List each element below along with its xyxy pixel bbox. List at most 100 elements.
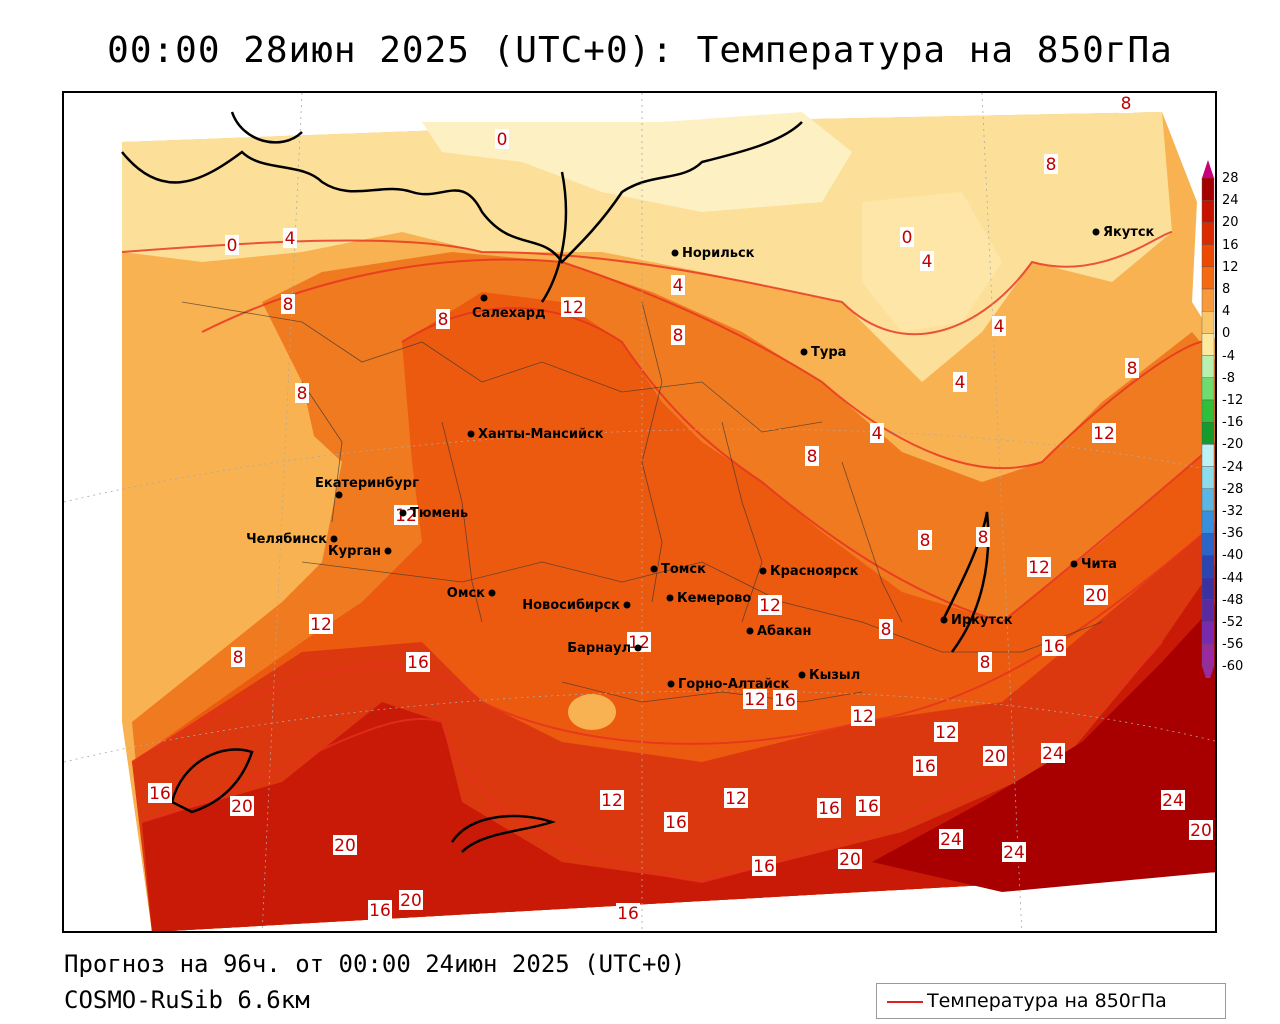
isoline-label-box	[295, 383, 309, 403]
city-dot	[623, 601, 631, 609]
city-label: Томск	[661, 562, 706, 577]
colorbar-cell	[1201, 244, 1215, 267]
city-marker: Тура	[800, 345, 846, 360]
city-dot	[1092, 228, 1100, 236]
city-marker: Барнаул	[567, 641, 642, 656]
isoline-label: 8	[436, 309, 450, 330]
region-borders	[181, 301, 1103, 703]
isoline-label: 16	[1042, 636, 1066, 657]
isoline-label: 20	[333, 835, 357, 856]
isoline-label: 20	[1084, 585, 1108, 606]
isoline-label-box	[976, 527, 990, 547]
isoline-label-box	[309, 614, 333, 634]
colorbar-cell	[1201, 444, 1215, 467]
isoline-label: 8	[879, 619, 893, 640]
isoline-label-box	[406, 652, 430, 672]
city-marker: Кызыл	[798, 668, 860, 683]
city-label: Красноярск	[770, 564, 859, 579]
colorbar-tick-label: -48	[1222, 592, 1244, 608]
isoline-label-box	[1119, 93, 1133, 113]
isoline-label-text: 24	[1162, 791, 1184, 811]
city-marker: Чита	[1070, 557, 1117, 572]
isoline-label-text: 8	[980, 653, 991, 673]
isoline-label: 12	[758, 595, 782, 616]
isoline-label: 16	[616, 903, 640, 924]
city-dot	[399, 509, 407, 517]
isoline-label-box	[805, 446, 819, 466]
isoline-label: 16	[148, 783, 172, 804]
isoline-label-text: 20	[400, 891, 422, 911]
colorbar-cell	[1201, 310, 1215, 334]
city-marker: Кемерово	[666, 591, 751, 606]
isoline-label-text: 4	[922, 252, 933, 272]
isoline-label-box	[992, 316, 1006, 336]
colorbar-tick-label: -4	[1222, 348, 1235, 364]
isoline-label: 8	[231, 647, 245, 668]
isoline-label: 12	[1092, 423, 1116, 444]
city-label: Челябинск	[246, 532, 327, 547]
isoline-label-text: 8	[297, 384, 308, 404]
isoline-label: 8	[1119, 93, 1133, 114]
city-dot	[467, 430, 475, 438]
colorbar-cell	[1201, 555, 1215, 578]
isoline-label: 20	[399, 890, 423, 911]
coastlines	[121, 111, 990, 853]
colorbar-tick-label: 24	[1222, 193, 1239, 209]
isoline-label-box	[773, 690, 797, 710]
isoline-label-box	[616, 903, 640, 923]
isoline-label: 12	[561, 297, 585, 318]
isoline-label: 20	[230, 796, 254, 817]
isoline-label-box	[281, 294, 295, 314]
isoline-label-text: 12	[725, 789, 747, 809]
zone-0	[422, 112, 852, 212]
isoline-label: 16	[752, 856, 776, 877]
isoline-label-text: 12	[744, 690, 766, 710]
isoline-label-box	[900, 227, 914, 247]
isoline-label-box	[230, 796, 254, 816]
isoline-label-box	[283, 228, 297, 248]
isoline-label-text: 12	[628, 633, 650, 653]
colorbar-cell	[1201, 355, 1215, 379]
isoline-label: 8	[1044, 154, 1058, 175]
isoline-label-box	[225, 235, 239, 255]
isoline-label: 0	[225, 235, 239, 256]
isoline-label-box	[1042, 636, 1066, 656]
isoline-label: 8	[1125, 358, 1139, 379]
isoline-label-box	[148, 783, 172, 803]
city-label: Абакан	[757, 624, 812, 639]
isoline-label-box	[817, 798, 841, 818]
isoline-label-text: 8	[881, 620, 892, 640]
isoline-label-box	[394, 505, 418, 525]
isoline-label-text: 16	[818, 799, 840, 819]
city-marker: Новосибирск	[522, 598, 631, 613]
city-dot	[667, 680, 675, 688]
isoline-label: 24	[1002, 842, 1026, 863]
city-label: Якутск	[1103, 225, 1155, 240]
graticule	[64, 93, 1215, 931]
city-dot	[671, 249, 679, 257]
city-dot	[746, 627, 754, 635]
colorbar-cell	[1201, 510, 1215, 534]
zone-24	[872, 604, 1215, 892]
isoline-label-box	[758, 595, 782, 615]
isoline-label: 4	[870, 423, 884, 444]
city-label: Тура	[811, 345, 846, 360]
isoline-label: 16	[773, 690, 797, 711]
colorbar-cell	[1201, 288, 1215, 312]
city-label: Курган	[328, 544, 381, 559]
isoline-label: 8	[281, 294, 295, 315]
colorbar-cell	[1201, 488, 1215, 512]
city-label: Горно-Алтайск	[678, 677, 790, 692]
isoline-label: 16	[664, 812, 688, 833]
isoline-label-text: 16	[149, 784, 171, 804]
isoline-label: 8	[295, 383, 309, 404]
isoline-label-text: 12	[1093, 424, 1115, 444]
isoline-label-text: 20	[1085, 586, 1107, 606]
isoline-label-box	[870, 423, 884, 443]
isoline-label-text: 4	[994, 317, 1005, 337]
city-label: Ханты-Мансийск	[478, 427, 604, 442]
isoline-label: 16	[817, 798, 841, 819]
isoline-label-text: 20	[334, 836, 356, 856]
